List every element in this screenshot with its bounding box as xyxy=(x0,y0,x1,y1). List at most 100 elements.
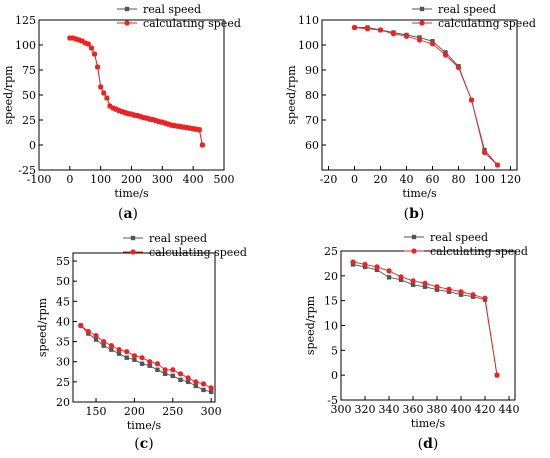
legend-marker xyxy=(411,234,417,240)
plot-frame xyxy=(38,19,225,171)
y-tick-label: -5 xyxy=(327,394,338,407)
data-point-calculating-speed xyxy=(429,41,436,47)
panel-label-open: ( xyxy=(134,436,139,452)
data-point-calculating-speed xyxy=(422,280,428,286)
data-point-real-speed xyxy=(185,379,191,385)
y-tick-label: 125 xyxy=(15,14,36,27)
data-point-calculating-speed xyxy=(200,381,207,387)
data-point-calculating-speed xyxy=(386,268,392,274)
x-tick-label: 200 xyxy=(121,173,142,186)
data-point-calculating-speed xyxy=(398,274,404,280)
data-point-calculating-speed xyxy=(139,355,145,361)
y-axis-label: speed/rpm xyxy=(36,297,49,357)
data-point-calculating-speed xyxy=(482,295,488,301)
x-tick-label: 300 xyxy=(201,405,222,418)
data-point-calculating-speed xyxy=(470,292,476,298)
data-point-real-speed xyxy=(139,361,145,366)
data-point-calculating-speed xyxy=(442,52,449,58)
data-point-calculating-speed xyxy=(116,347,122,353)
data-point-calculating-speed xyxy=(416,37,423,43)
data-point-calculating-speed xyxy=(446,286,452,292)
y-tick-label: 110 xyxy=(298,14,319,27)
legend-marker xyxy=(411,248,417,254)
data-point-calculating-speed xyxy=(208,385,214,391)
data-point-calculating-speed xyxy=(196,126,202,133)
y-tick-label: -25 xyxy=(18,164,36,177)
x-tick-label: 440 xyxy=(499,403,520,416)
data-point-calculating-speed xyxy=(434,284,440,290)
legend-label: real speed xyxy=(430,231,488,244)
chart-panel-a: -100 0 100 200 300 400 500 -25 0 25 50 75 100 125 time… xyxy=(2,3,241,222)
y-tick-label: 100 xyxy=(15,39,36,52)
panel-label-close: ) xyxy=(433,436,438,452)
data-point-calculating-speed xyxy=(377,27,384,33)
chart-panel-c: 150 200 250 300 20 25 30 35 40 45 50 55 time/s speed/… xyxy=(36,232,247,452)
x-tick-label: 80 xyxy=(452,173,466,186)
data-point-calculating-speed xyxy=(193,379,199,385)
data-point-calculating-speed xyxy=(390,31,397,37)
x-tick-label: -20 xyxy=(320,173,338,186)
data-point-calculating-speed xyxy=(410,278,416,284)
data-point-real-speed xyxy=(398,277,404,283)
data-point-real-speed xyxy=(170,373,175,379)
x-tick-label: -100 xyxy=(27,173,52,186)
data-point-calculating-speed xyxy=(364,26,371,32)
y-tick-label: 75 xyxy=(22,64,36,77)
panel-label: (d) xyxy=(418,436,439,452)
x-tick-label: 250 xyxy=(162,405,183,418)
legend-marker xyxy=(419,6,425,12)
data-point-calculating-speed xyxy=(78,322,84,329)
y-tick-label: 20 xyxy=(324,270,338,283)
panel-label-close: ) xyxy=(419,206,424,222)
panel-label-close: ) xyxy=(148,436,153,452)
legend-marker xyxy=(124,6,130,12)
data-point-calculating-speed xyxy=(85,41,91,47)
data-point-real-speed xyxy=(410,282,416,287)
x-tick-label: 380 xyxy=(427,403,448,416)
y-tick-label: 60 xyxy=(305,139,319,152)
legend-label: calculating speed xyxy=(438,17,536,30)
y-axis-label: speed/rpm xyxy=(2,65,15,125)
data-point-real-speed xyxy=(208,389,214,395)
data-point-real-speed xyxy=(386,275,392,280)
x-tick-label: 100 xyxy=(90,173,111,186)
series-line-real-speed xyxy=(80,325,212,393)
data-point-real-speed xyxy=(155,367,160,372)
y-tick-label: 80 xyxy=(305,89,319,102)
y-tick-label: 25 xyxy=(56,376,70,389)
x-axis-label: time/s xyxy=(402,187,437,200)
panel-label-letter: b xyxy=(409,206,419,222)
legend-marker xyxy=(419,20,425,26)
y-tick-label: 5 xyxy=(331,344,338,357)
panel-label-letter: a xyxy=(123,206,132,222)
data-point-calculating-speed xyxy=(101,90,107,96)
data-point-calculating-speed xyxy=(154,361,161,367)
data-point-calculating-speed xyxy=(101,338,107,345)
x-tick-label: 100 xyxy=(474,173,495,186)
x-tick-label: 400 xyxy=(183,173,204,186)
y-tick-label: 25 xyxy=(324,245,338,258)
data-point-calculating-speed xyxy=(85,328,91,335)
legend-label: real speed xyxy=(149,232,207,245)
series-line-calculating-speed xyxy=(354,27,498,166)
data-point-real-speed xyxy=(434,287,440,292)
y-tick-label: 50 xyxy=(22,89,36,102)
data-point-calculating-speed xyxy=(494,162,501,168)
data-point-real-speed xyxy=(422,284,428,289)
y-tick-label: 15 xyxy=(324,295,338,308)
series-area xyxy=(350,259,500,378)
y-tick-label: 30 xyxy=(56,356,70,369)
chart-panel-d: 300 320 340 360 380 400 420 440 -5 0 5 10 15 20 25 time… xyxy=(304,231,528,452)
legend-label: calculating speed xyxy=(149,246,247,259)
data-point-calculating-speed xyxy=(88,45,95,51)
y-axis-label: speed/rpm xyxy=(304,295,317,355)
y-tick-label: 10 xyxy=(324,320,338,333)
y-tick-label: 70 xyxy=(305,114,319,127)
x-tick-label: 200 xyxy=(124,405,145,418)
x-tick-label: 20 xyxy=(374,173,388,186)
y-tick-label: 45 xyxy=(56,295,70,308)
data-point-calculating-speed xyxy=(199,142,206,148)
data-point-real-speed xyxy=(201,387,206,393)
data-point-calculating-speed xyxy=(351,24,358,31)
